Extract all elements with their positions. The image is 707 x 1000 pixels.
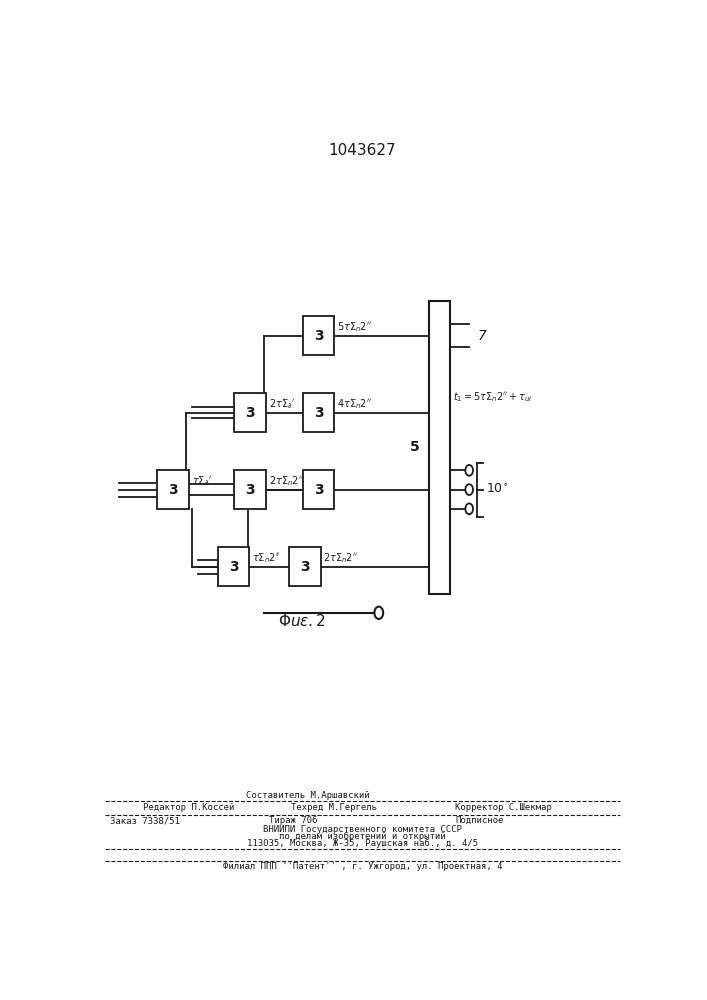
Text: $t_1=5\tau\Sigma_n2^{\prime\prime}+\tau_{ui}$: $t_1=5\tau\Sigma_n2^{\prime\prime}+\tau_… <box>452 390 532 404</box>
Text: 113035, Москва, Ж-35, Раушская наб., д. 4/5: 113035, Москва, Ж-35, Раушская наб., д. … <box>247 838 478 848</box>
Bar <box>218 547 250 586</box>
Text: $\Phi u\epsilon.2$: $\Phi u\epsilon.2$ <box>278 612 326 629</box>
Text: 3: 3 <box>314 329 323 343</box>
Text: $\tau\Sigma_n2^{\prime\prime}$: $\tau\Sigma_n2^{\prime\prime}$ <box>252 551 281 565</box>
Text: 3: 3 <box>168 483 178 497</box>
Text: 1043627: 1043627 <box>329 143 396 158</box>
Text: $10^{\circ}$: $10^{\circ}$ <box>486 483 508 496</box>
Text: Техред М.Гергель: Техред М.Гергель <box>291 803 377 812</box>
Circle shape <box>375 607 383 619</box>
Text: 3: 3 <box>300 560 310 574</box>
Text: по делам изобретений и открытий: по делам изобретений и открытий <box>279 832 445 841</box>
Text: ВНИИПИ Государственного комитета СССР: ВНИИПИ Государственного комитета СССР <box>263 825 462 834</box>
Bar <box>158 470 189 509</box>
Bar <box>303 316 334 355</box>
Bar <box>303 393 334 432</box>
Text: $2\tau\Sigma_n2^{\prime\prime}$: $2\tau\Sigma_n2^{\prime\prime}$ <box>269 474 303 488</box>
Bar <box>303 470 334 509</box>
Text: Составитель М.Аршавский: Составитель М.Аршавский <box>246 791 369 800</box>
Text: Филиал ППП ''Патент'' , г. Ужгород, ул. Проектная, 4: Филиал ППП ''Патент'' , г. Ужгород, ул. … <box>223 862 502 871</box>
Text: Редактор П.Коссей: Редактор П.Коссей <box>144 803 235 812</box>
Text: $5\tau\Sigma_n2^{\prime\prime}$: $5\tau\Sigma_n2^{\prime\prime}$ <box>337 320 372 334</box>
Text: 3: 3 <box>314 406 323 420</box>
Circle shape <box>465 465 473 476</box>
Text: 7: 7 <box>477 329 486 343</box>
Bar <box>289 547 321 586</box>
Text: $\tau\Sigma_\partial{}^{\prime}$: $\tau\Sigma_\partial{}^{\prime}$ <box>192 474 212 488</box>
Text: 3: 3 <box>245 406 255 420</box>
Text: Тираж 706: Тираж 706 <box>269 816 317 825</box>
Circle shape <box>465 484 473 495</box>
Text: 5: 5 <box>409 440 419 454</box>
Text: Подписное: Подписное <box>455 816 504 825</box>
Text: $4\tau\Sigma_n2^{\prime\prime}$: $4\tau\Sigma_n2^{\prime\prime}$ <box>337 397 372 411</box>
Bar <box>234 393 266 432</box>
Text: Заказ 7338/51: Заказ 7338/51 <box>110 816 180 825</box>
Text: $2\tau\Sigma_n2^{\prime\prime}$: $2\tau\Sigma_n2^{\prime\prime}$ <box>323 551 358 565</box>
Text: 3: 3 <box>229 560 238 574</box>
Text: Корректор С.Шекмар: Корректор С.Шекмар <box>455 803 552 812</box>
Bar <box>429 301 450 594</box>
Text: 3: 3 <box>245 483 255 497</box>
Bar <box>234 470 266 509</box>
Text: $2\tau\Sigma_\partial{}^{\prime}$: $2\tau\Sigma_\partial{}^{\prime}$ <box>269 397 295 411</box>
Circle shape <box>465 503 473 514</box>
Text: 3: 3 <box>314 483 323 497</box>
